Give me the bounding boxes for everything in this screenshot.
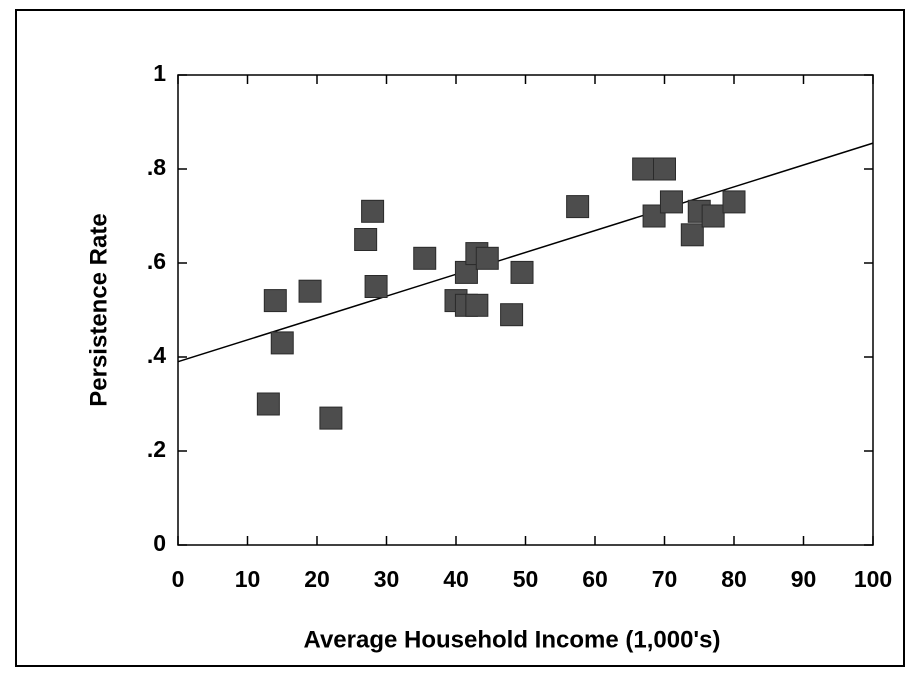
point: [465, 293, 489, 317]
x-tick-label: 60: [582, 566, 608, 592]
point: [361, 199, 385, 223]
point: [701, 204, 725, 228]
point: [364, 275, 388, 298]
frame: [15, 9, 905, 667]
point: [566, 195, 590, 219]
x-tick-label: 100: [854, 566, 892, 592]
y-tick-label: .6: [147, 248, 166, 274]
trend-line: [177, 142, 874, 363]
x-tick-label: 50: [513, 566, 539, 592]
point: [256, 392, 280, 416]
point: [263, 289, 287, 313]
x-axis-label: Average Household Income (1,000's): [304, 626, 721, 653]
y-axis-label: Persistence Rate: [85, 213, 112, 406]
point: [510, 260, 534, 284]
point: [354, 228, 378, 251]
point: [722, 190, 746, 214]
point: [642, 204, 666, 228]
x-tick-label: 90: [791, 566, 817, 592]
point: [680, 223, 704, 247]
x-tick-label: 80: [721, 566, 747, 592]
x-tick-label: 30: [374, 566, 400, 592]
y-tick-label: .2: [147, 436, 166, 462]
point: [319, 406, 343, 430]
x-tick-label: 40: [443, 566, 469, 592]
x-tick-label: 70: [652, 566, 678, 592]
point: [413, 246, 437, 270]
y-tick-label: .8: [147, 154, 166, 180]
x-tick-label: 20: [304, 566, 330, 592]
point: [632, 157, 656, 181]
x-tick-label: 0: [172, 566, 185, 592]
point: [270, 331, 294, 355]
point: [653, 157, 676, 181]
y-tick-label: 1: [153, 60, 166, 86]
y-tick-label: .4: [147, 342, 166, 368]
x-tick-label: 10: [235, 566, 261, 592]
point: [500, 303, 524, 327]
point: [298, 279, 322, 303]
point: [659, 190, 683, 214]
point: [475, 246, 499, 270]
y-tick-label: 0: [153, 530, 166, 556]
